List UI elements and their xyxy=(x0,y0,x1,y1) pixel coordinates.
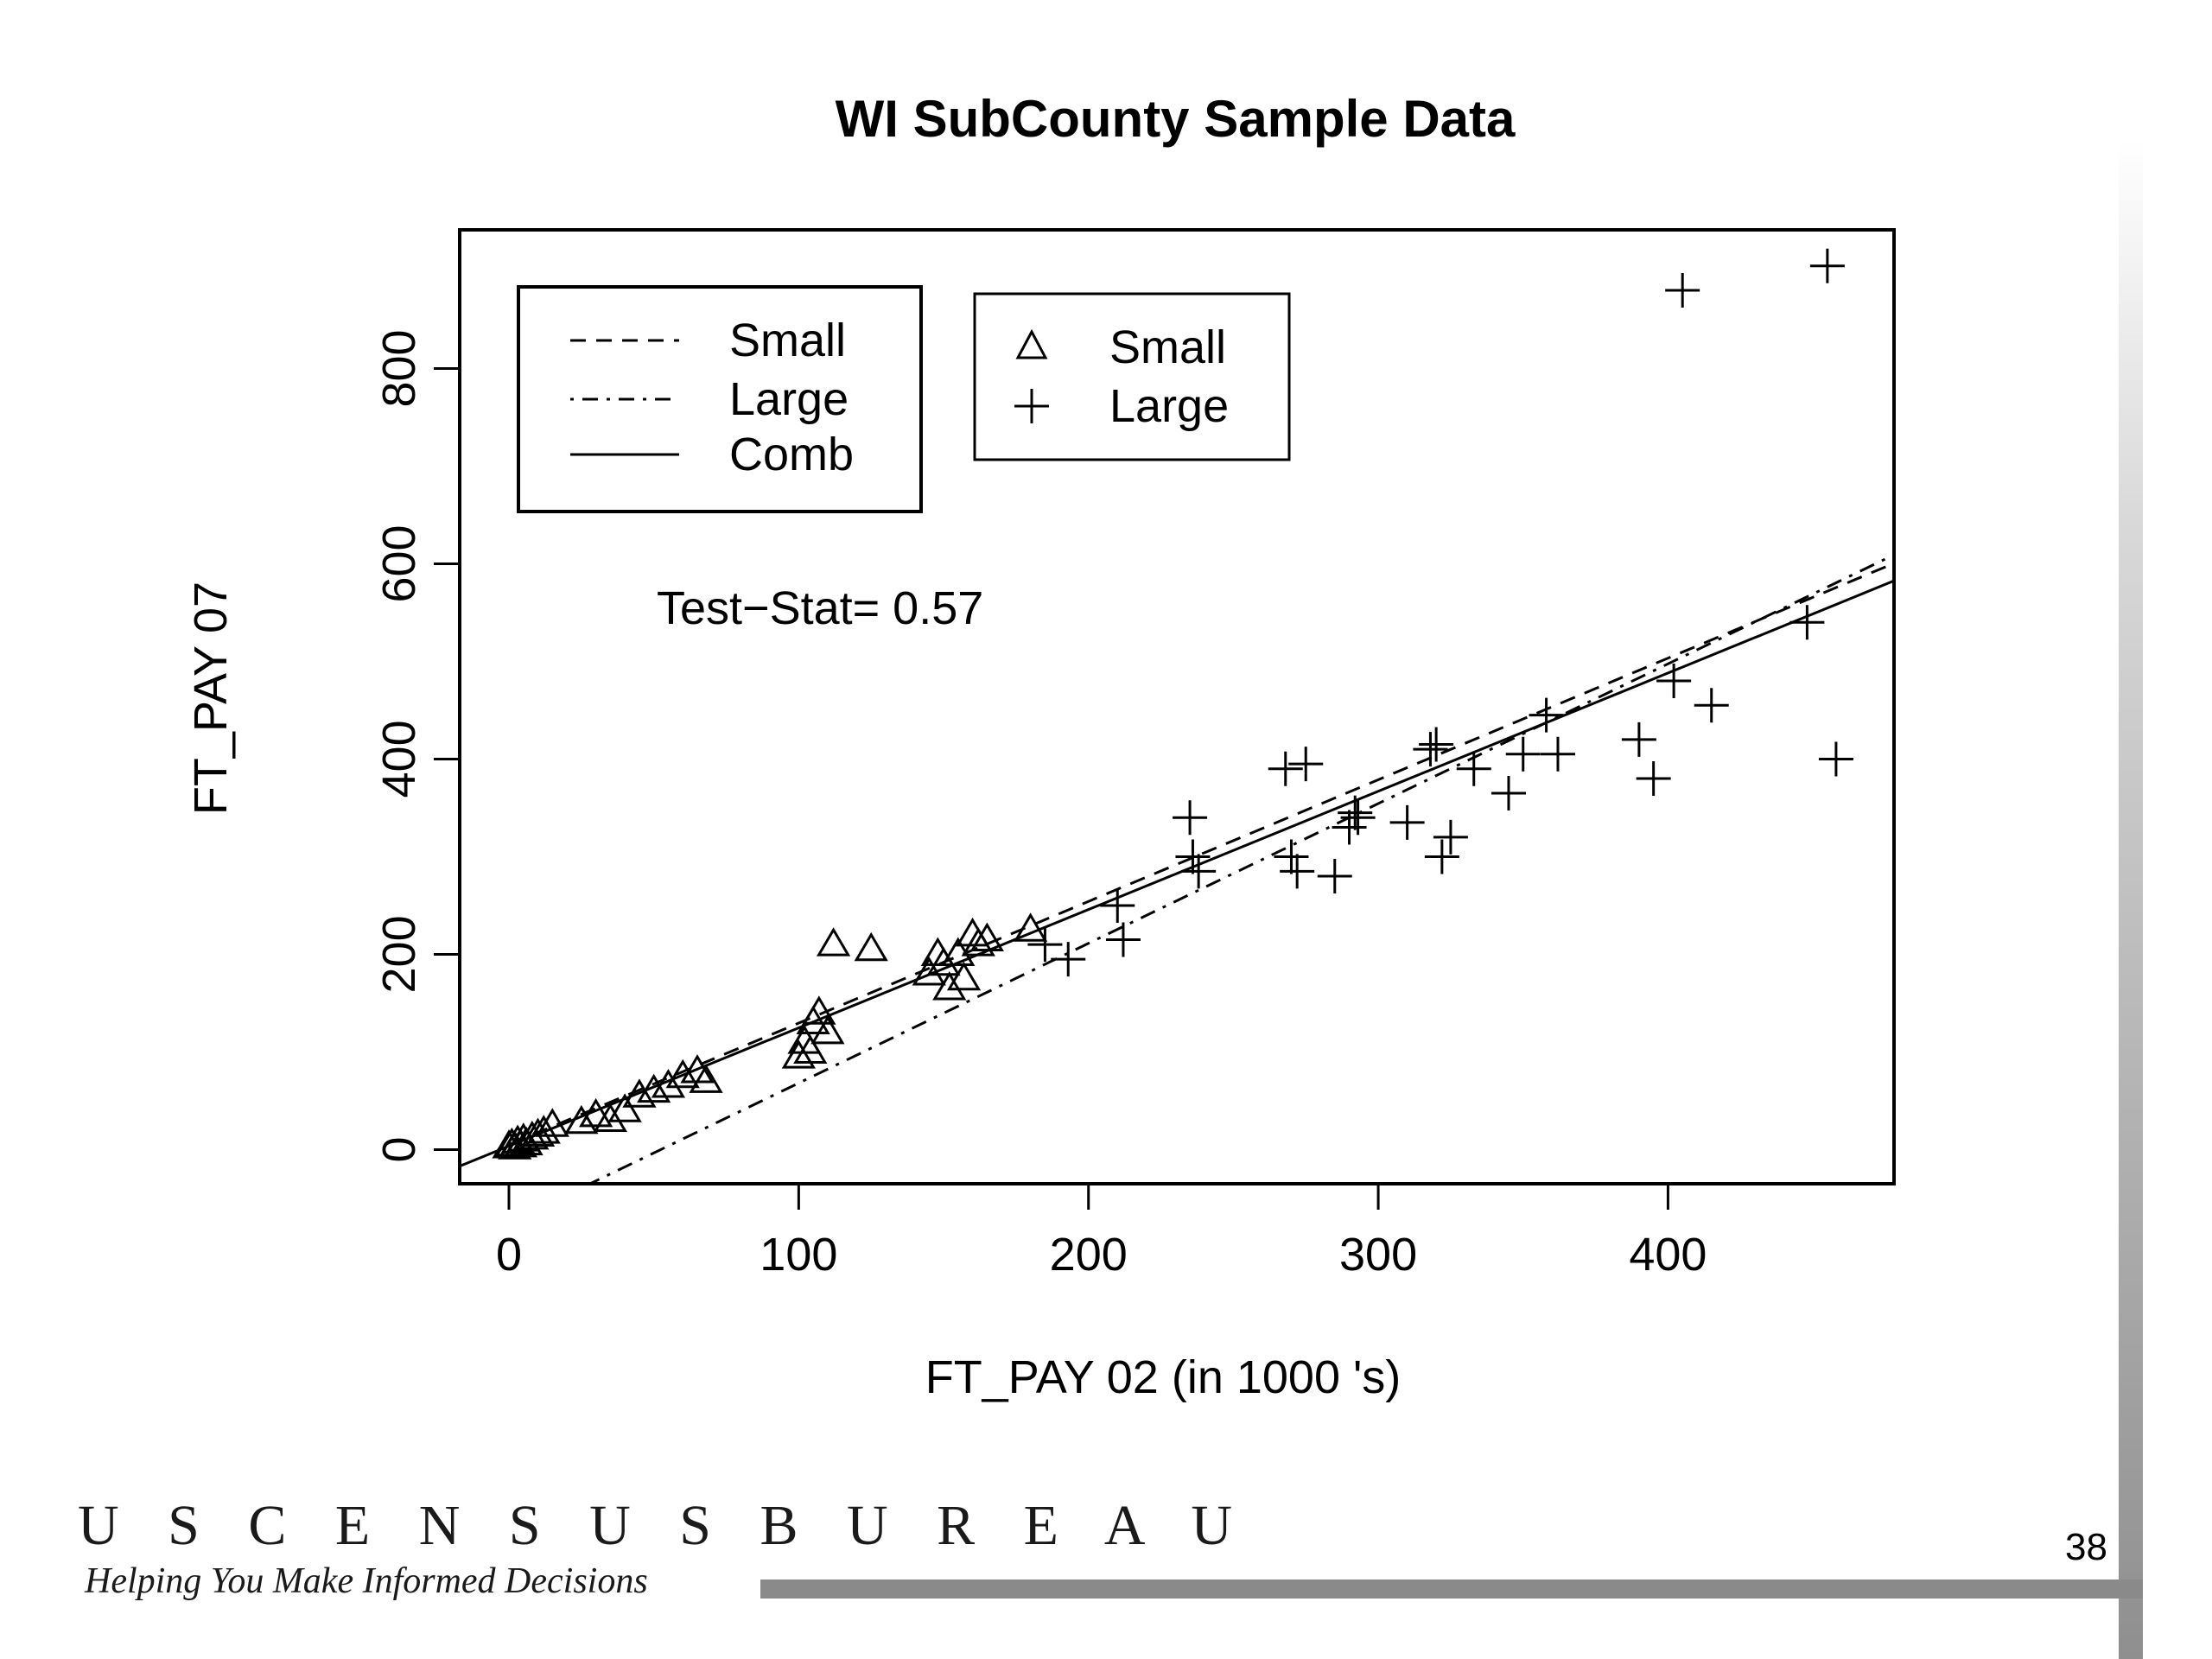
point-large xyxy=(1173,800,1208,836)
y-axis-label: FT_PAY 07 xyxy=(185,582,237,815)
x-tick-label: 300 xyxy=(1339,1229,1417,1281)
point-small xyxy=(622,1078,657,1108)
point-legend-label-small: Small xyxy=(1109,321,1226,373)
chart-title: WI SubCounty Sample Data xyxy=(836,90,1516,148)
point-large xyxy=(1491,776,1526,811)
page-number: 38 xyxy=(2065,1526,2107,1568)
point-large xyxy=(1100,887,1135,923)
point-small xyxy=(1014,912,1048,942)
point-large xyxy=(1175,839,1211,874)
point-large xyxy=(1694,688,1729,723)
x-tick-label: 0 xyxy=(496,1229,522,1281)
footer-rule xyxy=(760,1580,2143,1599)
line-legend: Small Large Comb xyxy=(517,285,923,513)
point-small xyxy=(665,1058,700,1089)
point-large xyxy=(1433,819,1468,855)
point-small xyxy=(854,931,888,962)
point-large xyxy=(1051,942,1086,977)
point-small xyxy=(969,922,1004,951)
point-small xyxy=(912,957,946,986)
data-points xyxy=(492,248,1853,1160)
point-small xyxy=(781,1039,816,1069)
decorative-vertical-bar-top xyxy=(2119,0,2143,138)
fit-line-comb xyxy=(460,579,1894,1168)
point-small xyxy=(932,971,967,1001)
decorative-vertical-bar xyxy=(2119,138,2143,1659)
point-large xyxy=(1317,859,1352,894)
point-small xyxy=(961,927,995,957)
point-large xyxy=(1389,804,1425,840)
point-legend-box xyxy=(973,292,1291,461)
point-small xyxy=(564,1104,599,1135)
point-small xyxy=(637,1073,671,1103)
point-large xyxy=(1413,732,1448,767)
point-large xyxy=(1809,248,1845,283)
point-large xyxy=(1027,927,1063,963)
legend-triangle-marker xyxy=(1015,328,1048,359)
point-large xyxy=(1424,839,1459,874)
point-large xyxy=(1288,747,1324,782)
point-large xyxy=(1338,795,1373,830)
point-large xyxy=(1105,922,1141,957)
test-stat-annotation: Test−Stat= 0.57 xyxy=(657,582,983,634)
point-small xyxy=(607,1093,642,1122)
point-large xyxy=(1656,664,1692,699)
point-large xyxy=(1268,751,1303,786)
point-large xyxy=(1181,854,1217,889)
point-large xyxy=(1789,605,1825,640)
point-small xyxy=(793,1034,828,1064)
y-tick-label: 600 xyxy=(373,524,425,602)
point-small xyxy=(689,1064,723,1093)
legend-plus-marker xyxy=(1014,389,1049,423)
y-tick-label: 0 xyxy=(373,1136,425,1162)
point-legend: Small Large xyxy=(973,292,1291,461)
y-tick-label: 800 xyxy=(373,329,425,407)
point-small xyxy=(578,1097,613,1128)
axes: 0 100 200 300 400 0 200 400 600 800 xyxy=(373,329,1707,1281)
point-large xyxy=(1280,854,1315,889)
point-large xyxy=(1529,697,1564,733)
line-legend-label-comb: Comb xyxy=(729,429,854,480)
y-tick-label: 400 xyxy=(373,720,425,798)
point-small xyxy=(535,1108,569,1137)
point-small xyxy=(926,946,961,976)
point-large xyxy=(1540,736,1575,772)
point-large xyxy=(1636,761,1671,797)
x-tick-label: 100 xyxy=(760,1229,837,1281)
x-tick-label: 200 xyxy=(1050,1229,1128,1281)
point-small xyxy=(526,1115,561,1144)
point-small xyxy=(810,1014,845,1045)
fit-lines xyxy=(460,553,1894,1184)
point-large xyxy=(1818,741,1853,777)
point-legend-label-large: Large xyxy=(1109,380,1229,432)
point-large xyxy=(1456,751,1491,786)
fit-line-small xyxy=(508,562,1894,1147)
point-large xyxy=(1340,800,1376,836)
y-tick-label: 200 xyxy=(373,915,425,993)
x-tick-label: 400 xyxy=(1629,1229,1707,1281)
line-legend-box xyxy=(517,285,923,513)
line-legend-label-small: Small xyxy=(729,315,846,366)
line-legend-label-large: Large xyxy=(729,373,849,425)
point-large xyxy=(1274,839,1309,874)
point-small xyxy=(946,961,982,991)
point-large xyxy=(1419,727,1454,762)
fit-line-large xyxy=(587,553,1894,1184)
point-small xyxy=(802,995,836,1025)
x-axis-label: FT_PAY 02 (in 1000 's) xyxy=(925,1351,1402,1403)
footer-tagline: Helping You Make Informed Decisions xyxy=(85,1561,648,1601)
point-small xyxy=(520,1117,556,1147)
point-small xyxy=(816,927,851,957)
point-large xyxy=(1505,736,1541,772)
point-small xyxy=(651,1069,686,1098)
point-large xyxy=(1665,273,1700,308)
point-small xyxy=(593,1103,628,1133)
point-large xyxy=(1332,810,1367,845)
point-large xyxy=(1621,721,1656,757)
census-bureau-logo-text: U S C E N S U S B U R E A U xyxy=(78,1494,1250,1557)
